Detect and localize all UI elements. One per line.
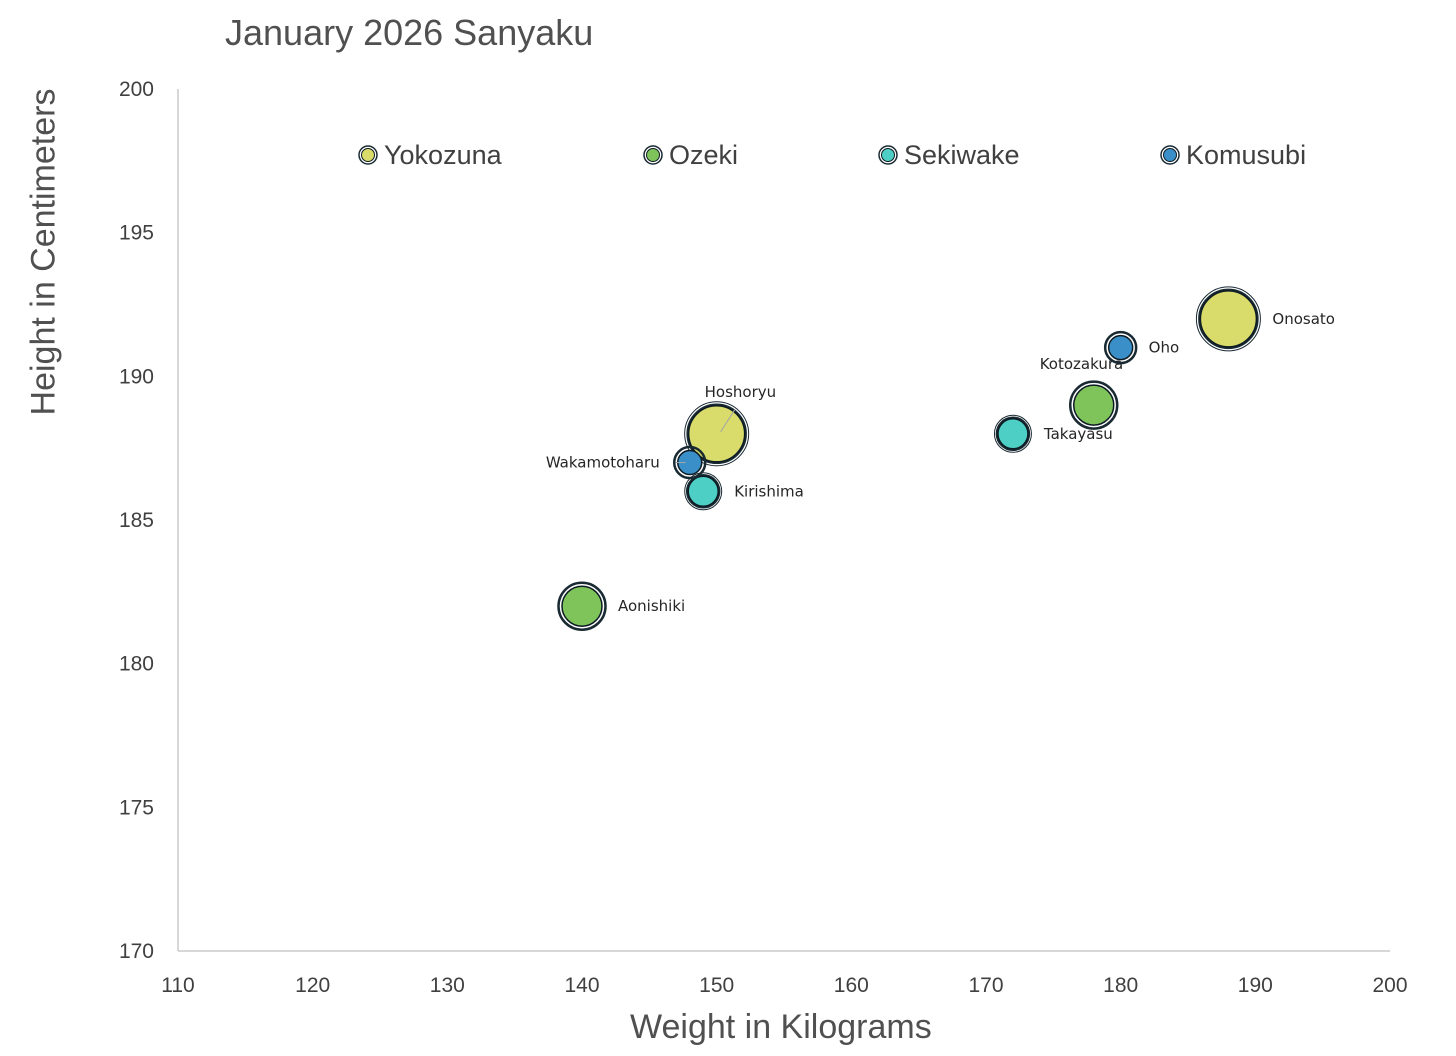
x-tick-label: 180 — [1103, 974, 1138, 997]
legend-marker-komusubi — [1163, 148, 1177, 162]
bubble-ring — [684, 472, 723, 511]
bubble-aonishiki — [561, 585, 603, 627]
bubble-takayasu — [997, 418, 1029, 450]
bubble-ring — [1195, 286, 1261, 352]
y-tick-label: 180 — [119, 653, 154, 676]
legend-label-sekiwake: Sekiwake — [904, 140, 1020, 170]
legend-marker-yokozuna — [361, 148, 375, 162]
point-label-aonishiki: Aonishiki — [618, 597, 685, 615]
bubble-ring — [686, 403, 747, 465]
x-tick-label: 110 — [161, 974, 194, 997]
bubble-kotozakura — [1072, 384, 1115, 426]
y-tick-label: 185 — [119, 509, 154, 532]
bubble-ring — [1198, 288, 1259, 350]
leader-line — [720, 409, 736, 433]
legend-label-yokozuna: Yokozuna — [384, 140, 503, 170]
y-tick-label: 200 — [119, 78, 154, 101]
y-tick-label: 170 — [119, 940, 154, 963]
bubble-ring — [672, 445, 707, 480]
legend-marker-ring — [1160, 145, 1180, 165]
point-label-kotozakura: Kotozakura — [1040, 355, 1123, 373]
x-tick-label: 140 — [564, 974, 599, 997]
bubble-ring — [684, 401, 750, 467]
bubble-kirishima — [687, 475, 719, 508]
x-tick-label: 190 — [1238, 974, 1273, 997]
chart-title: January 2026 Sanyaku — [225, 12, 594, 53]
bubble-ring — [995, 416, 1031, 452]
x-tick-label: 170 — [968, 974, 1003, 997]
legend-label-ozeki: Ozeki — [669, 140, 738, 170]
legend-label-komusubi: Komusubi — [1186, 140, 1306, 170]
x-tick-label: 120 — [295, 974, 330, 997]
bubble-ring — [685, 474, 721, 509]
x-axis-title: Weight in Kilograms — [630, 1008, 932, 1046]
legend-marker-ring — [878, 145, 898, 165]
bubble-hoshoryu — [687, 405, 746, 463]
y-tick-label: 175 — [119, 796, 154, 819]
x-tick-label: 130 — [430, 974, 465, 997]
y-tick-label: 190 — [119, 365, 154, 388]
legend-marker-ozeki — [646, 148, 660, 162]
bubble-ring — [993, 414, 1032, 453]
point-label-onosato: Onosato — [1272, 310, 1335, 328]
bubble-ring — [1068, 380, 1119, 430]
point-label-oho: Oho — [1149, 339, 1180, 357]
legend-marker-sekiwake — [881, 148, 895, 162]
point-label-kirishima: Kirishima — [734, 482, 804, 500]
bubble-onosato — [1199, 290, 1258, 348]
x-tick-label: 150 — [699, 974, 734, 997]
point-label-takayasu: Takayasu — [1043, 425, 1113, 443]
bubble-ring — [557, 581, 607, 631]
legend-marker-ring — [643, 145, 663, 165]
bubble-ring — [1103, 330, 1138, 365]
bubble-oho — [1107, 334, 1134, 361]
x-tick-label: 200 — [1372, 974, 1407, 997]
point-label-wakamotoharu: Wakamotoharu — [546, 454, 660, 472]
legend-marker-ring — [358, 145, 378, 165]
point-label-hoshoryu: Hoshoryu — [705, 383, 777, 401]
x-tick-label: 160 — [834, 974, 869, 997]
y-tick-label: 195 — [119, 222, 154, 245]
